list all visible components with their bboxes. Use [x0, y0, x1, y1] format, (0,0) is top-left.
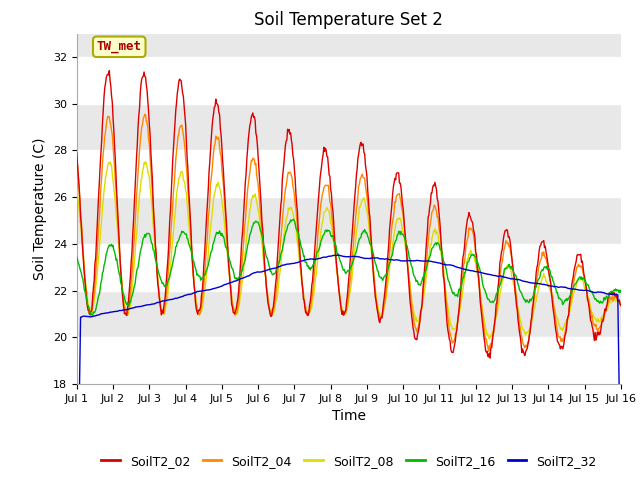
Bar	[77, 104, 621, 150]
Text: TW_met: TW_met	[97, 40, 141, 53]
Bar	[77, 57, 621, 104]
Bar	[77, 150, 621, 197]
Title: Soil Temperature Set 2: Soil Temperature Set 2	[254, 11, 444, 29]
Y-axis label: Soil Temperature (C): Soil Temperature (C)	[33, 138, 47, 280]
Bar	[77, 290, 621, 337]
Legend: SoilT2_02, SoilT2_04, SoilT2_08, SoilT2_16, SoilT2_32: SoilT2_02, SoilT2_04, SoilT2_08, SoilT2_…	[96, 450, 602, 473]
X-axis label: Time: Time	[332, 409, 366, 423]
Bar	[77, 197, 621, 244]
Bar	[77, 244, 621, 290]
Bar	[77, 337, 621, 384]
